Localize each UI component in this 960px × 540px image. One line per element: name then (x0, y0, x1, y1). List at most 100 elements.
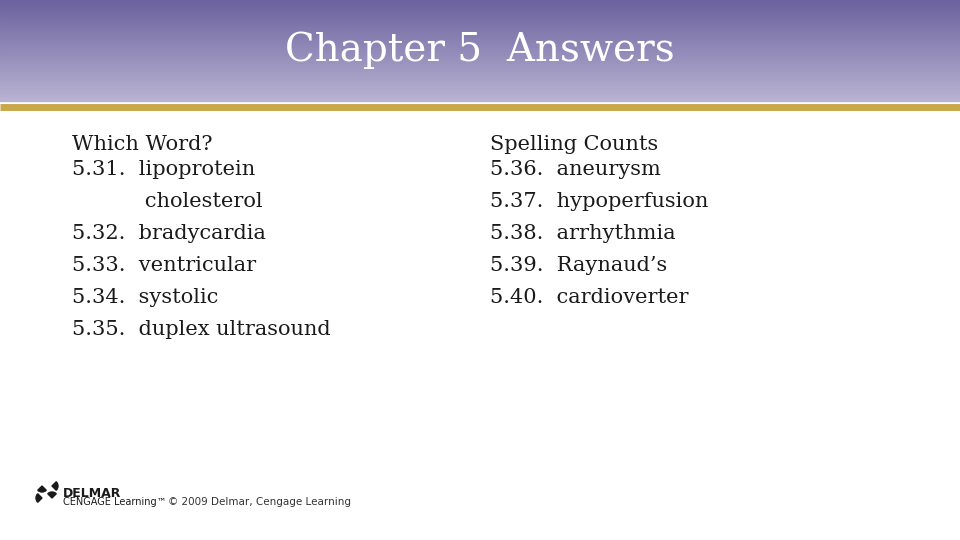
Bar (0, 69, 960, 71)
Bar (0, 13, 960, 15)
Text: Chapter 5  Answers: Chapter 5 Answers (285, 31, 675, 69)
Bar (0, 28, 960, 30)
Bar (0, 71, 960, 72)
Bar (0, 66, 960, 68)
Bar (0, 85, 960, 86)
Text: 5.39.  Raynaud’s: 5.39. Raynaud’s (490, 256, 667, 275)
Bar (0, 68, 960, 70)
Bar (0, 34, 960, 36)
Bar (0, 38, 960, 39)
Bar (0, 57, 960, 58)
Bar (0, 16, 960, 17)
Bar (0, 76, 960, 78)
Text: 5.32.  bradycardia: 5.32. bradycardia (72, 224, 266, 243)
Bar (0, 4, 960, 5)
Text: 5.31.  lipoprotein: 5.31. lipoprotein (72, 160, 255, 179)
Bar (0, 91, 960, 92)
Bar (0, 64, 960, 65)
Bar (0, 3, 960, 4)
Bar (0, 65, 960, 66)
Bar (0, 31, 960, 32)
Text: © 2009 Delmar, Cengage Learning: © 2009 Delmar, Cengage Learning (168, 497, 351, 507)
Bar (0, 88, 960, 90)
Bar (0, 49, 960, 51)
Bar (0, 21, 960, 23)
Bar (0, 67, 960, 69)
Bar (0, 35, 960, 37)
Text: Spelling Counts: Spelling Counts (490, 135, 659, 154)
Text: cholesterol: cholesterol (72, 192, 263, 211)
Bar (0, 93, 960, 94)
Bar (0, 36, 960, 37)
Text: 5.37.  hypoperfusion: 5.37. hypoperfusion (490, 192, 708, 211)
Bar (0, 96, 960, 98)
Text: CENGAGE Learning™: CENGAGE Learning™ (63, 497, 166, 507)
Bar (0, 61, 960, 63)
Bar (0, 23, 960, 24)
Bar (0, 53, 960, 55)
Bar (0, 77, 960, 78)
Bar (0, 37, 960, 38)
Bar (0, 47, 960, 49)
Bar (0, 74, 960, 76)
Bar (0, 78, 960, 79)
Wedge shape (37, 486, 46, 492)
Text: 5.33.  ventricular: 5.33. ventricular (72, 256, 256, 275)
Bar (0, 15, 960, 17)
Bar (0, 86, 960, 87)
Bar (0, 98, 960, 99)
Bar (0, 32, 960, 33)
Wedge shape (48, 492, 57, 498)
Bar (0, 1, 960, 3)
Bar (0, 11, 960, 12)
Bar (0, 95, 960, 97)
Bar (0, 46, 960, 48)
Text: 5.38.  arrhythmia: 5.38. arrhythmia (490, 224, 676, 243)
Bar (0, 22, 960, 24)
Bar (0, 9, 960, 10)
Bar (0, 83, 960, 84)
Bar (0, 42, 960, 44)
Bar (0, 84, 960, 85)
Bar (0, 82, 960, 84)
Bar (0, 43, 960, 44)
Bar (0, 90, 960, 91)
Bar (0, 80, 960, 82)
Bar (0, 30, 960, 31)
Bar (0, 51, 960, 52)
Bar (0, 25, 960, 26)
Bar (0, 52, 960, 53)
Bar (0, 19, 960, 21)
Bar (0, 97, 960, 98)
Bar (0, 2, 960, 3)
Bar (0, 73, 960, 75)
Bar (0, 59, 960, 60)
Text: 5.40.  cardioverter: 5.40. cardioverter (490, 288, 688, 307)
Bar (0, 29, 960, 30)
Bar (0, 17, 960, 18)
Text: 5.36.  aneurysm: 5.36. aneurysm (490, 160, 660, 179)
Text: 5.34.  systolic: 5.34. systolic (72, 288, 218, 307)
Bar (0, 87, 960, 89)
Bar (0, 62, 960, 64)
Bar (0, 50, 960, 51)
Text: Which Word?: Which Word? (72, 135, 212, 154)
Bar (0, 75, 960, 77)
Wedge shape (36, 494, 42, 502)
Bar (0, 94, 960, 96)
Bar (0, 14, 960, 16)
Bar (0, 54, 960, 56)
Bar (0, 48, 960, 50)
Bar (0, 58, 960, 59)
Bar (0, 72, 960, 73)
Bar (0, 27, 960, 29)
Bar (0, 44, 960, 45)
Wedge shape (52, 482, 58, 490)
Bar (0, 39, 960, 40)
Text: DELMAR: DELMAR (63, 487, 121, 500)
Bar (0, 7, 960, 9)
Bar (0, 79, 960, 80)
Bar (0, 45, 960, 46)
Bar (0, 5, 960, 6)
Bar (0, 63, 960, 64)
